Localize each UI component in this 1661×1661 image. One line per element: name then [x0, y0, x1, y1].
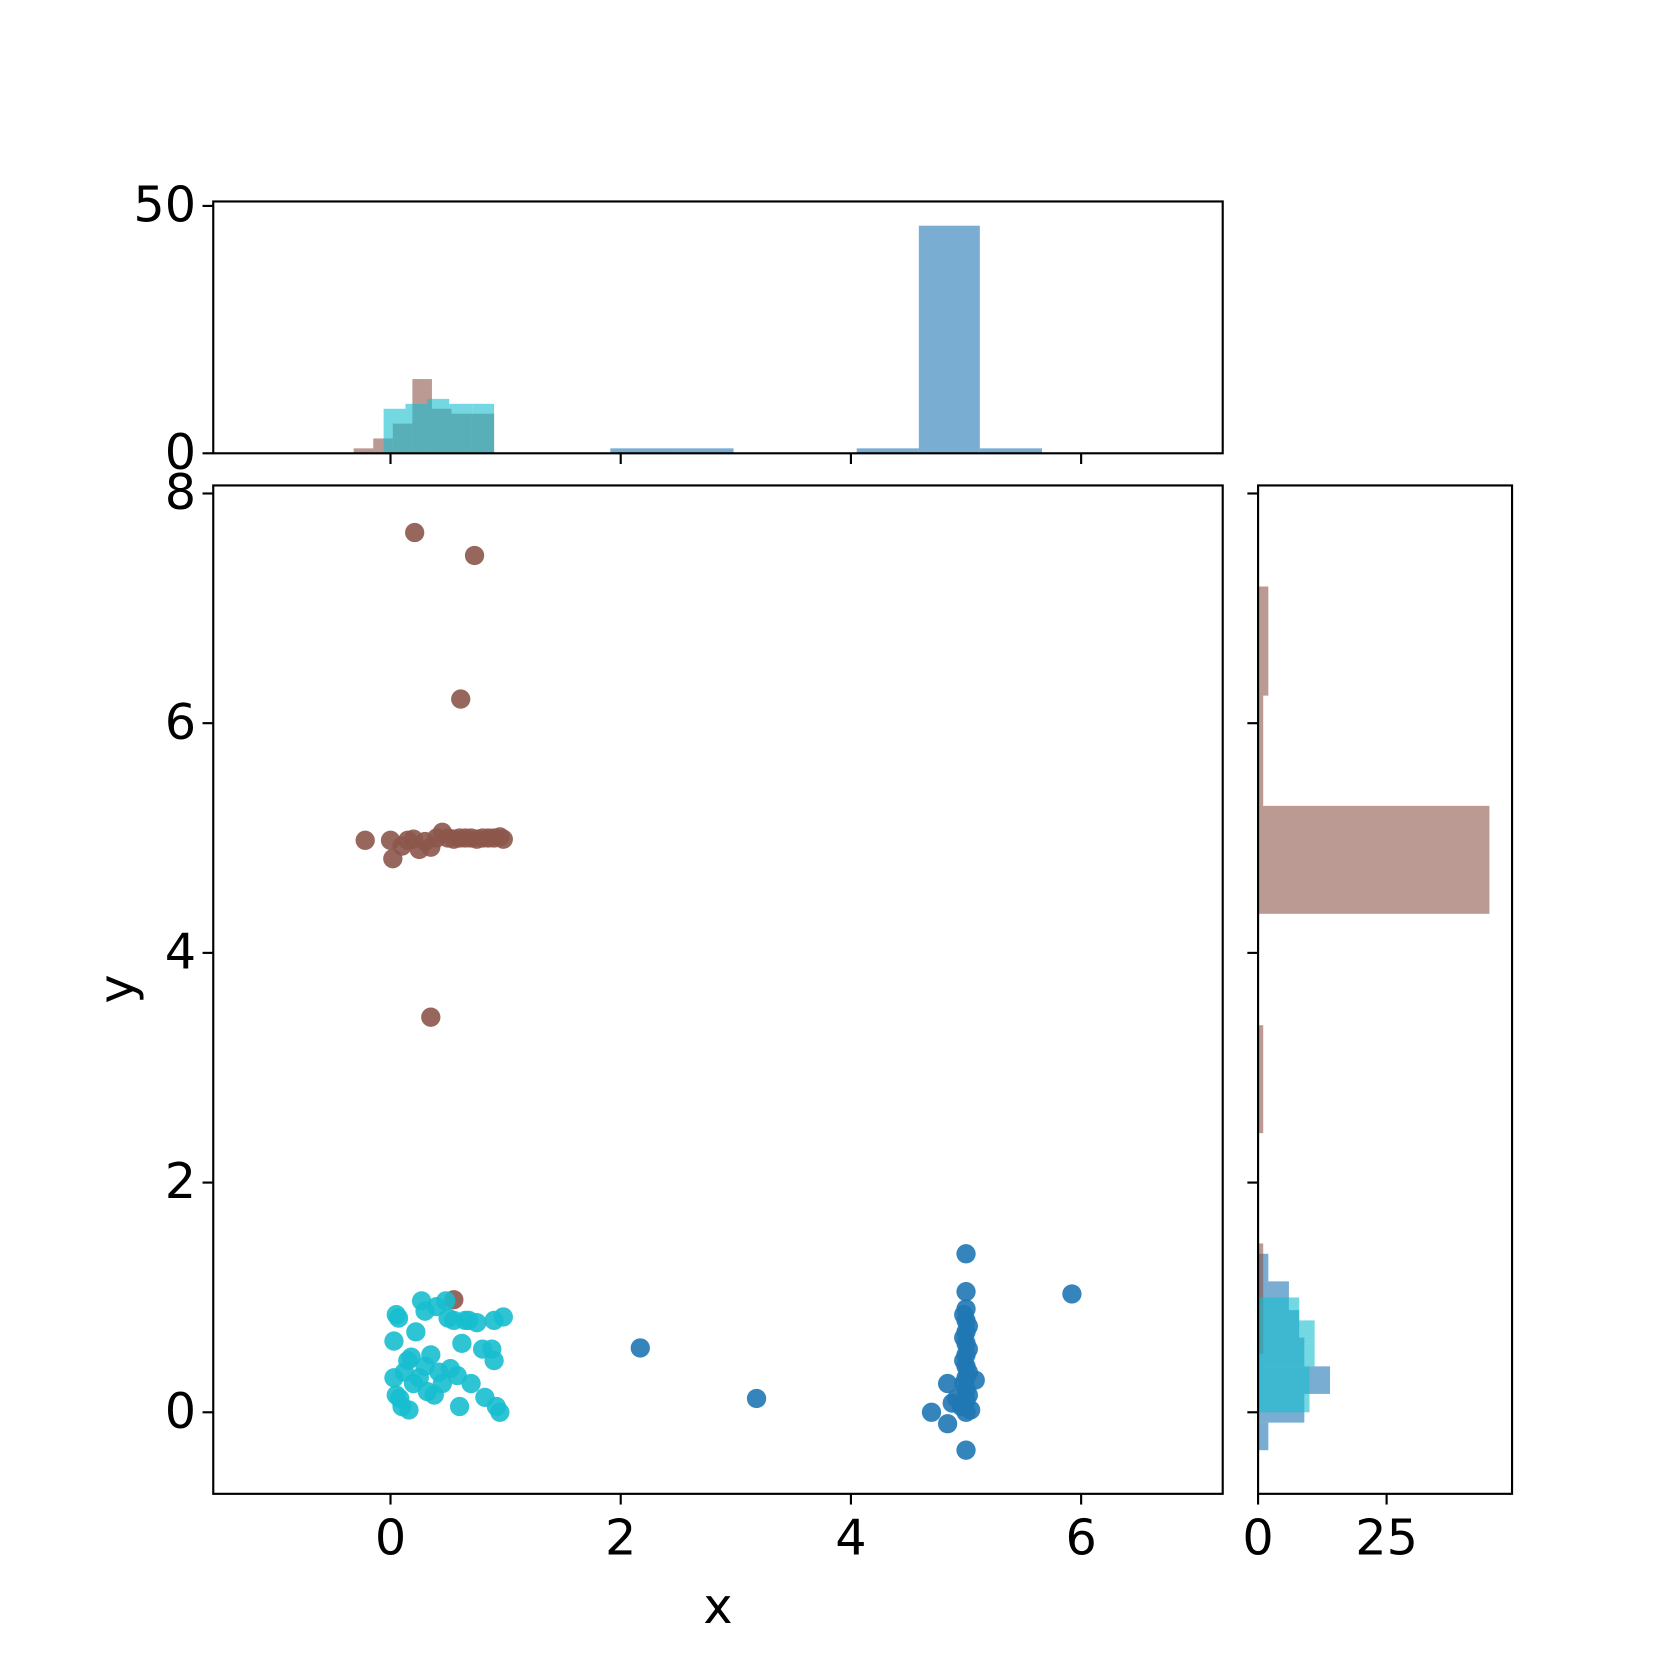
x-axis-label: x — [703, 1577, 732, 1635]
scatter-point — [1062, 1284, 1082, 1304]
scatter-point — [421, 1007, 441, 1027]
scatter-point — [746, 1388, 767, 1409]
x-tick-label: 6 — [1065, 1508, 1096, 1566]
scatter-point — [484, 1350, 504, 1371]
scatter-point — [958, 1316, 978, 1336]
histogram-bar — [1258, 1320, 1315, 1344]
scatter-point — [464, 545, 485, 566]
scatter-point — [405, 522, 425, 543]
scatter-point — [960, 1400, 981, 1420]
scatter-point — [399, 1400, 419, 1420]
histogram-bar — [427, 398, 450, 454]
histogram-bar — [1258, 1422, 1269, 1451]
scatter-point — [461, 1373, 481, 1394]
histogram-bar — [449, 403, 473, 454]
histogram-bar — [1258, 1297, 1300, 1321]
scatter-point — [449, 1396, 470, 1417]
scatter-point — [421, 1345, 441, 1365]
histogram-bar — [472, 403, 495, 454]
histogram-bar — [405, 403, 428, 454]
scatter-point — [436, 1291, 456, 1311]
scatter-point — [956, 1440, 976, 1460]
scatter-point — [452, 1333, 472, 1354]
histogram-bar — [1258, 1025, 1264, 1134]
scatter-point — [355, 830, 375, 850]
scatter-point — [493, 829, 513, 849]
histogram-bar — [1258, 805, 1490, 914]
y-tick-label: 8 — [165, 463, 196, 521]
y-tick-label: 50 — [133, 176, 196, 234]
scatter-point — [630, 1338, 650, 1358]
y-tick-label: 0 — [165, 423, 196, 481]
scatter-point — [921, 1402, 942, 1422]
scatter-point — [467, 1313, 487, 1333]
scatter-point — [493, 1307, 513, 1327]
x-tick-label: 25 — [1355, 1508, 1418, 1566]
histogram-bar — [610, 448, 673, 454]
scatter-point — [406, 1322, 426, 1342]
scatter-point — [388, 1308, 409, 1328]
scatter-point — [958, 1362, 978, 1382]
histogram-bar — [353, 448, 374, 454]
histogram-bar — [383, 408, 406, 454]
histogram-bar — [856, 448, 919, 454]
axes-frame — [1257, 484, 1514, 1495]
y-tick-label: 6 — [165, 693, 196, 751]
scatter-point — [401, 1347, 421, 1367]
y-axis-label: y — [88, 975, 146, 1004]
x-tick-label: 0 — [375, 1508, 406, 1566]
axes-frame — [212, 200, 1224, 455]
x-tick-label: 0 — [1242, 1508, 1273, 1566]
scatter-point — [937, 1373, 958, 1394]
x-tick-label: 4 — [835, 1508, 866, 1566]
scatter-point — [384, 1331, 404, 1351]
y-tick-label: 0 — [165, 1382, 196, 1440]
axes-frame — [212, 484, 1224, 1495]
histogram-bar — [1258, 586, 1269, 696]
scatter-point — [958, 1339, 978, 1359]
histogram-bar — [1258, 1366, 1310, 1390]
x-tick-label: 2 — [605, 1508, 636, 1566]
scatter-point — [937, 1414, 958, 1434]
y-tick-label: 4 — [165, 923, 196, 981]
histogram-bar — [672, 448, 734, 454]
scatter-point — [432, 1373, 452, 1394]
scatter-point — [956, 1244, 976, 1264]
y-tick-label: 2 — [165, 1152, 196, 1210]
histogram-bar — [918, 225, 980, 454]
histogram-bar — [1258, 1343, 1315, 1367]
histogram-bar — [1258, 695, 1264, 806]
histogram-bar — [979, 448, 1042, 454]
scatter-point — [451, 689, 471, 709]
scatter-point — [956, 1282, 976, 1302]
scatter-point — [490, 1402, 510, 1422]
histogram-bar — [1258, 1389, 1310, 1413]
